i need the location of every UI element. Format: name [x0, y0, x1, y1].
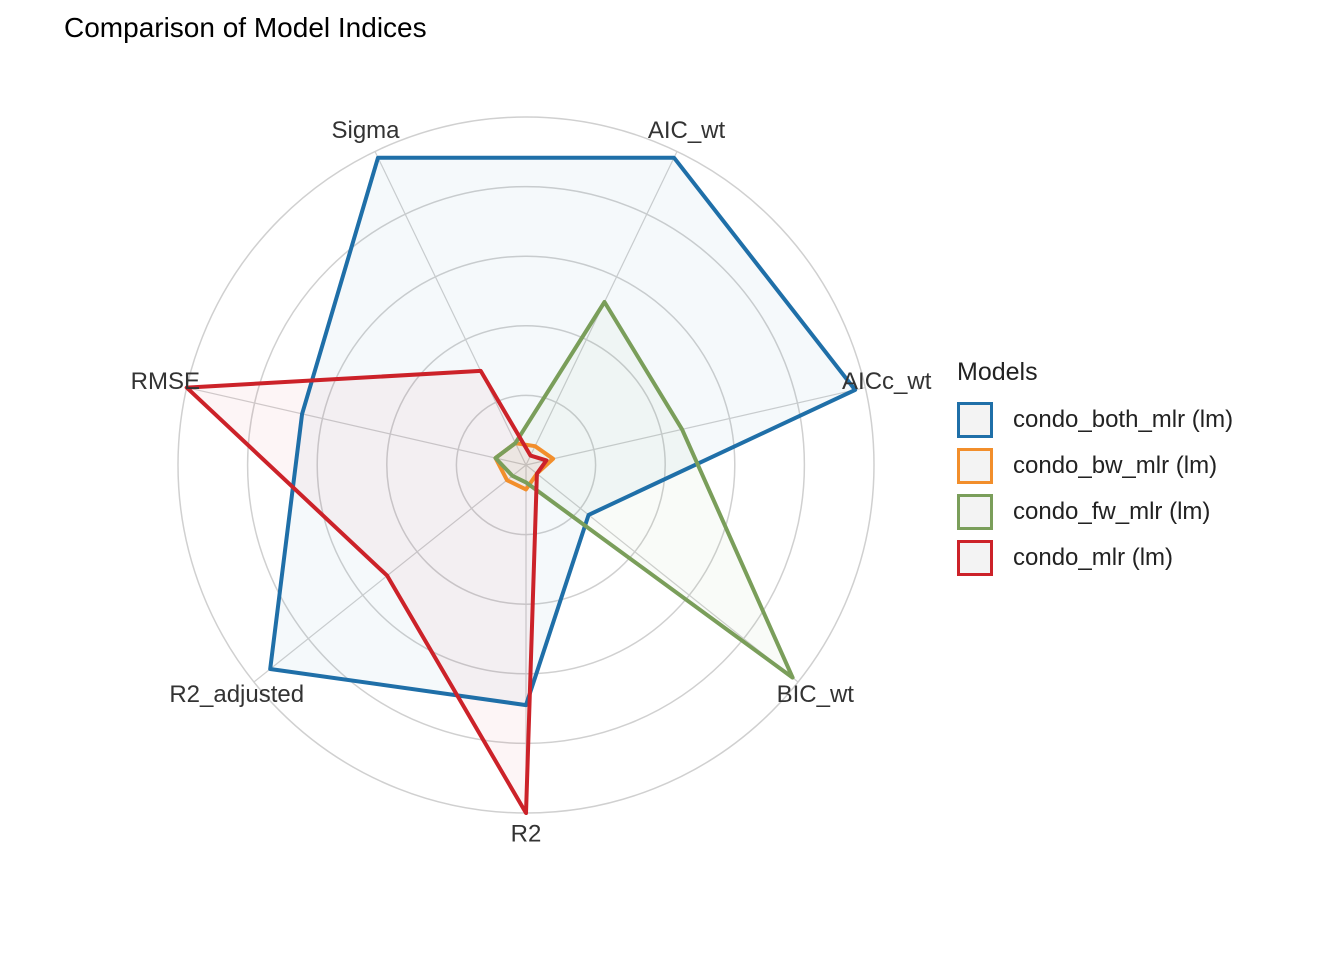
legend-label: condo_bw_mlr (lm)	[1013, 452, 1218, 479]
axis-spoke	[253, 464, 527, 683]
legend-item: condo_fw_mlr (lm)	[957, 489, 1233, 535]
axis-spoke	[374, 151, 527, 466]
legend: Models condo_both_mlr (lm) condo_bw_mlr (…	[957, 358, 1233, 581]
series-line	[268, 155, 858, 708]
axis-label: RMSE	[131, 368, 200, 395]
legend-title: Models	[957, 358, 1038, 386]
legend-label: condo_mlr (lm)	[1013, 544, 1174, 571]
radar-lines	[184, 155, 858, 815]
axis-label: BIC_wt	[777, 681, 855, 708]
chart-title: Comparison of Model Indices	[64, 12, 427, 43]
axis-spoke	[186, 386, 527, 466]
legend-item: condo_bw_mlr (lm)	[957, 443, 1233, 489]
axis-spoke	[525, 464, 799, 683]
legend-swatch	[957, 494, 993, 530]
axis-label: Sigma	[331, 117, 400, 144]
axis-label: AICc_wt	[842, 368, 932, 395]
series-fill	[186, 370, 547, 813]
series-fill	[270, 157, 856, 706]
axis-label: R2_adjusted	[169, 681, 304, 708]
series-line	[493, 300, 795, 680]
axis-label: R2	[511, 820, 542, 847]
series-line	[184, 368, 549, 815]
axis-labels: AIC_wt AICc_wt BIC_wt R2 R2_adjusted RMSE Sigm…	[131, 117, 932, 847]
legend-label: condo_both_mlr (lm)	[1013, 406, 1234, 433]
legend-swatch	[957, 540, 993, 576]
axis-spoke	[525, 386, 866, 466]
series-fill	[495, 443, 554, 490]
legend-item: condo_both_mlr (lm)	[957, 397, 1233, 443]
legend-item: condo_mlr (lm)	[957, 535, 1233, 581]
legend-swatch	[957, 402, 993, 438]
axis-label: AIC_wt	[648, 117, 726, 144]
legend-label: condo_fw_mlr (lm)	[1013, 498, 1211, 525]
legend-swatch	[957, 448, 993, 484]
